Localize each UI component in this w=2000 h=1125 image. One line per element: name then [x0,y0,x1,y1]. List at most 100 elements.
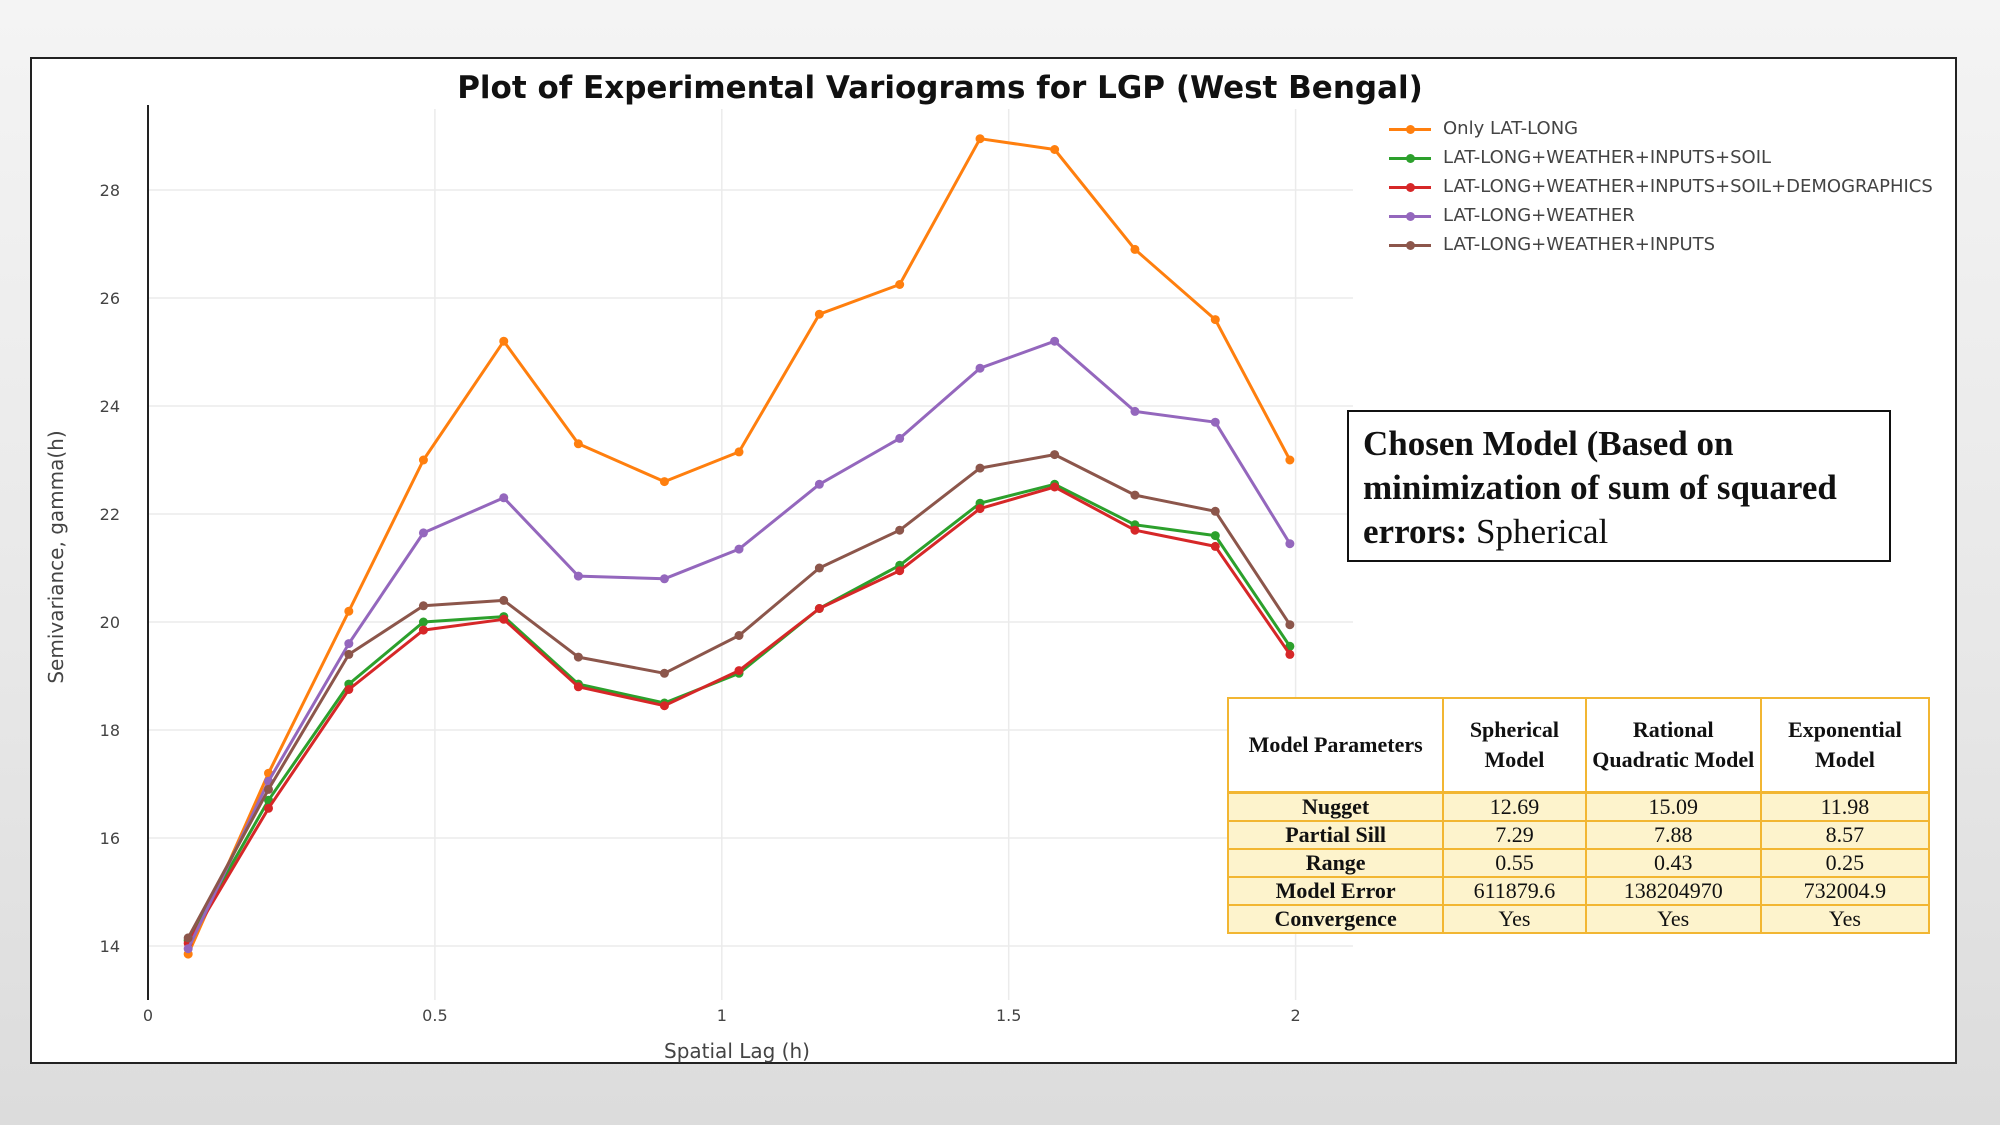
data-point [418,528,428,538]
data-point [1210,506,1220,516]
row-label: Partial Sill [1226,820,1445,850]
legend-label: LAT-LONG+WEATHER+INPUTS [1443,234,1716,255]
data-point [734,631,744,640]
data-point [895,433,905,443]
data-point [975,463,985,473]
data-point [734,666,744,676]
legend-swatch [1385,206,1435,226]
row-label: Model Error [1226,876,1445,906]
table-cell: 138204970 [1584,876,1762,906]
table-header-row: Model Parameters Spherical Model Rationa… [1226,697,1931,794]
data-point [814,309,824,319]
data-point [1210,417,1220,427]
data-point [499,595,509,605]
x-tick-label: 0.5 [422,1006,447,1025]
chosen-model-label: Chosen Model (Based on minimization of s… [1363,424,1837,551]
data-point [1285,620,1295,630]
data-point [975,134,985,144]
legend-swatch [1385,177,1435,197]
table-cell: 0.43 [1584,848,1762,878]
data-point [1285,539,1295,549]
chart-legend: Only LAT-LONG LAT-LONG+WEATHER+INPUTS+SOI… [1385,114,1933,259]
legend-swatch [1385,235,1435,255]
x-tick-label: 0 [143,1006,153,1025]
table-row: Range 0.55 0.43 0.25 [1226,848,1931,878]
y-tick-label: 26 [100,289,120,308]
x-tick-label: 1.5 [996,1006,1021,1025]
data-point [734,447,744,457]
header-rational-quadratic: Rational Quadratic Model [1584,697,1762,794]
y-tick-label: 24 [100,397,120,416]
legend-item-2[interactable]: LAT-LONG+WEATHER+INPUTS+SOIL [1385,143,1933,172]
series-line-3 [186,485,1292,945]
data-point [895,280,905,289]
y-axis-title: Semivariance, gamma(h) [44,430,68,683]
data-point [418,455,428,465]
data-point [183,933,193,943]
data-point [1285,649,1295,659]
legend-item-5[interactable]: LAT-LONG+WEATHER+INPUTS [1385,230,1933,259]
header-spherical: Spherical Model [1442,697,1587,794]
data-point [814,479,824,489]
data-point [183,944,193,954]
data-point [734,544,744,554]
x-tick-label: 1 [717,1006,727,1025]
data-point [659,668,669,678]
y-tick-label: 20 [100,613,120,632]
data-point [1050,482,1060,492]
data-point [1285,455,1295,465]
data-point [344,639,354,649]
row-label: Nugget [1226,791,1445,822]
data-point [1130,490,1140,500]
table-cell: 7.29 [1442,820,1587,850]
x-axis-title: Spatial Lag (h) [664,1039,810,1063]
data-point [499,493,509,503]
data-point [344,685,354,694]
data-point [499,614,509,624]
data-point [1050,336,1060,346]
data-point [659,477,669,487]
data-point [975,504,985,514]
table-cell: 8.57 [1759,820,1931,850]
data-point [1130,244,1140,254]
legend-label: Only LAT-LONG [1443,118,1579,139]
table-row: Convergence Yes Yes Yes [1226,904,1931,934]
y-tick-label: 16 [100,829,120,848]
series-line-4 [186,339,1292,950]
data-point [573,439,583,449]
data-point [1050,145,1060,154]
table-row: Partial Sill 7.29 7.88 8.57 [1226,820,1931,850]
x-tick-label: 2 [1291,1006,1301,1025]
header-exponential: Exponential Model [1759,697,1931,794]
legend-item-3[interactable]: LAT-LONG+WEATHER+INPUTS+SOIL+DEMOGRAPHIC… [1385,172,1933,201]
data-point [573,682,583,692]
data-point [264,803,273,813]
axes: 14 16 18 20 22 24 26 28 0 0.5 1 1.5 2 [100,105,1301,1025]
data-point [1050,450,1060,460]
data-point [499,336,509,346]
table-cell: 11.98 [1759,791,1931,822]
table-row: Model Error 611879.6 138204970 732004.9 [1226,876,1931,906]
table-cell: 732004.9 [1759,876,1931,906]
data-point [1130,406,1140,416]
data-point [418,601,428,611]
series-line-5 [186,453,1292,939]
table-cell: 611879.6 [1442,876,1587,906]
row-label: Range [1226,848,1445,878]
table-row: Nugget 12.69 15.09 11.98 [1226,791,1931,822]
model-parameters-table: Model Parameters Spherical Model Rationa… [1226,697,1931,934]
data-point [975,363,985,373]
table-cell: Yes [1584,904,1762,934]
data-point [573,652,583,662]
table-cell: 12.69 [1442,791,1587,822]
y-tick-label: 22 [100,505,120,524]
series-lines [183,134,1295,959]
data-point [1210,315,1220,325]
data-point [814,563,824,573]
data-point [1210,531,1220,541]
legend-item-1[interactable]: Only LAT-LONG [1385,114,1933,143]
legend-item-4[interactable]: LAT-LONG+WEATHER [1385,201,1933,230]
data-point [895,566,905,576]
data-point [344,606,354,616]
